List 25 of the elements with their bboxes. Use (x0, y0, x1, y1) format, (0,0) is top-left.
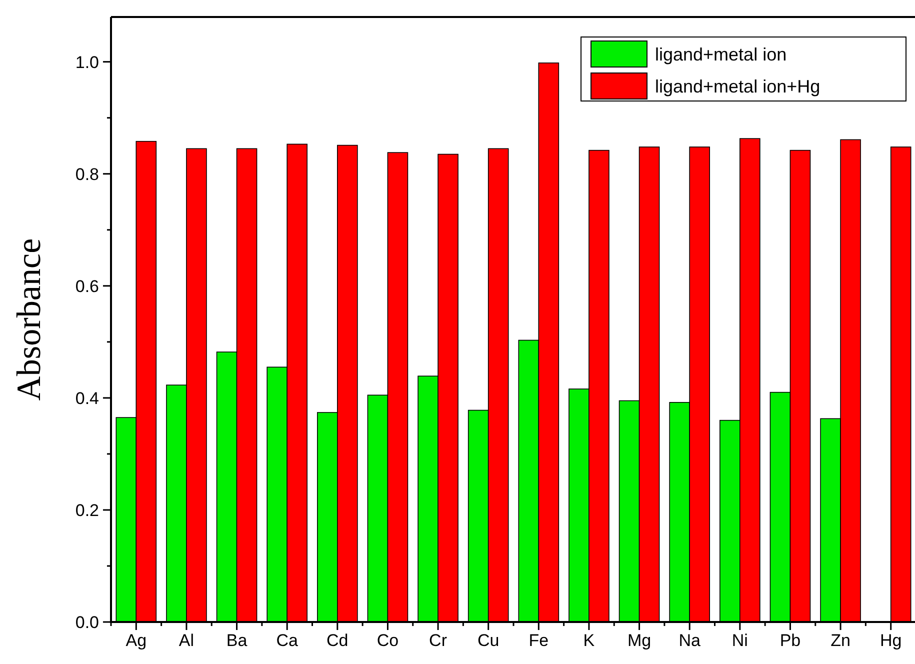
y-tick-label: 0.6 (75, 276, 99, 296)
x-tick-label: Zn (830, 631, 850, 650)
x-tick-label: Pb (780, 631, 801, 650)
y-tick-label: 0.2 (75, 500, 99, 520)
x-tick-label: Cr (429, 631, 448, 650)
y-tick-label: 1.0 (75, 52, 99, 72)
y-tick-label: 0.4 (75, 388, 99, 408)
x-tick-label: Ba (226, 631, 248, 650)
x-tick-label: K (583, 631, 596, 650)
y-tick-label: 0.0 (75, 612, 99, 632)
x-tick-label: Ca (276, 631, 299, 650)
legend-label: ligand+metal ion+Hg (655, 76, 820, 96)
x-tick-label: Co (376, 631, 399, 650)
x-tick-label: Hg (880, 631, 902, 650)
y-axis-title: Absorbance (11, 238, 48, 401)
x-tick-label: Na (678, 631, 702, 650)
x-tick-label: Mg (627, 631, 652, 650)
x-tick-label: Al (178, 631, 194, 650)
x-tick-label: Ni (732, 631, 748, 650)
x-tick-label: Fe (528, 631, 549, 650)
x-tick-label: Cu (477, 631, 500, 650)
x-tick-label: Ag (126, 631, 147, 650)
legend-label: ligand+metal ion (655, 44, 787, 64)
y-tick-label: 0.8 (75, 164, 99, 184)
x-tick-label: Cd (326, 631, 348, 650)
